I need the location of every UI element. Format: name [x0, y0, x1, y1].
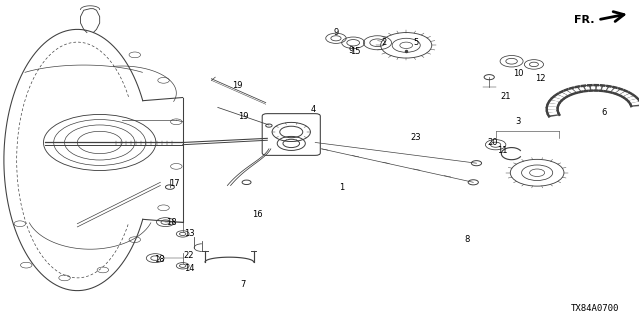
- Polygon shape: [551, 98, 562, 101]
- Polygon shape: [621, 92, 632, 97]
- Polygon shape: [609, 87, 616, 92]
- Text: 22: 22: [184, 251, 195, 260]
- Polygon shape: [585, 85, 589, 91]
- Text: 19: 19: [238, 113, 248, 122]
- Text: 14: 14: [184, 264, 195, 273]
- Text: 17: 17: [169, 180, 180, 188]
- Polygon shape: [558, 92, 568, 97]
- Polygon shape: [620, 92, 629, 96]
- Polygon shape: [547, 107, 557, 108]
- Polygon shape: [611, 88, 619, 93]
- Polygon shape: [564, 89, 573, 95]
- Text: 4: 4: [311, 105, 316, 114]
- Polygon shape: [629, 100, 640, 104]
- Polygon shape: [627, 98, 638, 101]
- Polygon shape: [548, 102, 559, 105]
- Text: 1: 1: [339, 183, 344, 192]
- Text: FR.: FR.: [574, 15, 595, 25]
- Polygon shape: [547, 108, 557, 110]
- Text: 8: 8: [464, 235, 470, 244]
- Polygon shape: [547, 111, 558, 113]
- Text: 23: 23: [410, 133, 421, 142]
- Polygon shape: [547, 105, 558, 108]
- Text: 2: 2: [381, 38, 387, 47]
- Polygon shape: [548, 100, 560, 104]
- Text: 21: 21: [500, 92, 511, 101]
- Text: 9: 9: [348, 45, 353, 55]
- Polygon shape: [563, 90, 572, 95]
- Text: 9: 9: [333, 28, 339, 37]
- Polygon shape: [548, 114, 559, 116]
- Polygon shape: [547, 104, 559, 106]
- Polygon shape: [614, 89, 622, 94]
- Polygon shape: [547, 112, 559, 115]
- Polygon shape: [547, 110, 558, 112]
- Polygon shape: [560, 92, 570, 96]
- Polygon shape: [576, 86, 582, 92]
- Text: 5: 5: [413, 38, 419, 47]
- Polygon shape: [570, 88, 578, 93]
- Text: 15: 15: [350, 47, 360, 56]
- Polygon shape: [600, 85, 604, 91]
- Text: TX84A0700: TX84A0700: [570, 304, 619, 313]
- Polygon shape: [579, 86, 585, 92]
- Text: 7: 7: [241, 280, 246, 289]
- Text: 10: 10: [513, 69, 524, 78]
- Polygon shape: [556, 94, 566, 98]
- Polygon shape: [595, 85, 598, 91]
- Text: 12: 12: [535, 74, 545, 83]
- Polygon shape: [602, 86, 607, 91]
- Polygon shape: [630, 104, 640, 106]
- Text: 6: 6: [602, 108, 607, 117]
- Polygon shape: [625, 95, 635, 99]
- Polygon shape: [630, 102, 640, 105]
- Polygon shape: [582, 86, 587, 91]
- Polygon shape: [588, 85, 592, 91]
- Polygon shape: [554, 95, 564, 99]
- Polygon shape: [607, 86, 613, 92]
- Text: 18: 18: [154, 255, 164, 264]
- Text: 3: 3: [515, 117, 521, 126]
- Text: 11: 11: [497, 146, 508, 155]
- Polygon shape: [552, 96, 563, 100]
- Polygon shape: [628, 99, 639, 102]
- Text: 16: 16: [252, 210, 263, 219]
- Text: 13: 13: [184, 229, 195, 238]
- Polygon shape: [616, 89, 625, 95]
- Polygon shape: [623, 94, 634, 98]
- Polygon shape: [626, 96, 637, 100]
- Polygon shape: [618, 90, 627, 95]
- Text: 18: 18: [166, 218, 177, 227]
- Polygon shape: [573, 87, 580, 92]
- Polygon shape: [597, 85, 601, 91]
- Polygon shape: [550, 99, 561, 102]
- Text: 20: 20: [487, 138, 498, 147]
- Polygon shape: [567, 89, 575, 94]
- Text: 19: 19: [232, 81, 242, 90]
- Polygon shape: [591, 85, 595, 91]
- Polygon shape: [604, 86, 611, 92]
